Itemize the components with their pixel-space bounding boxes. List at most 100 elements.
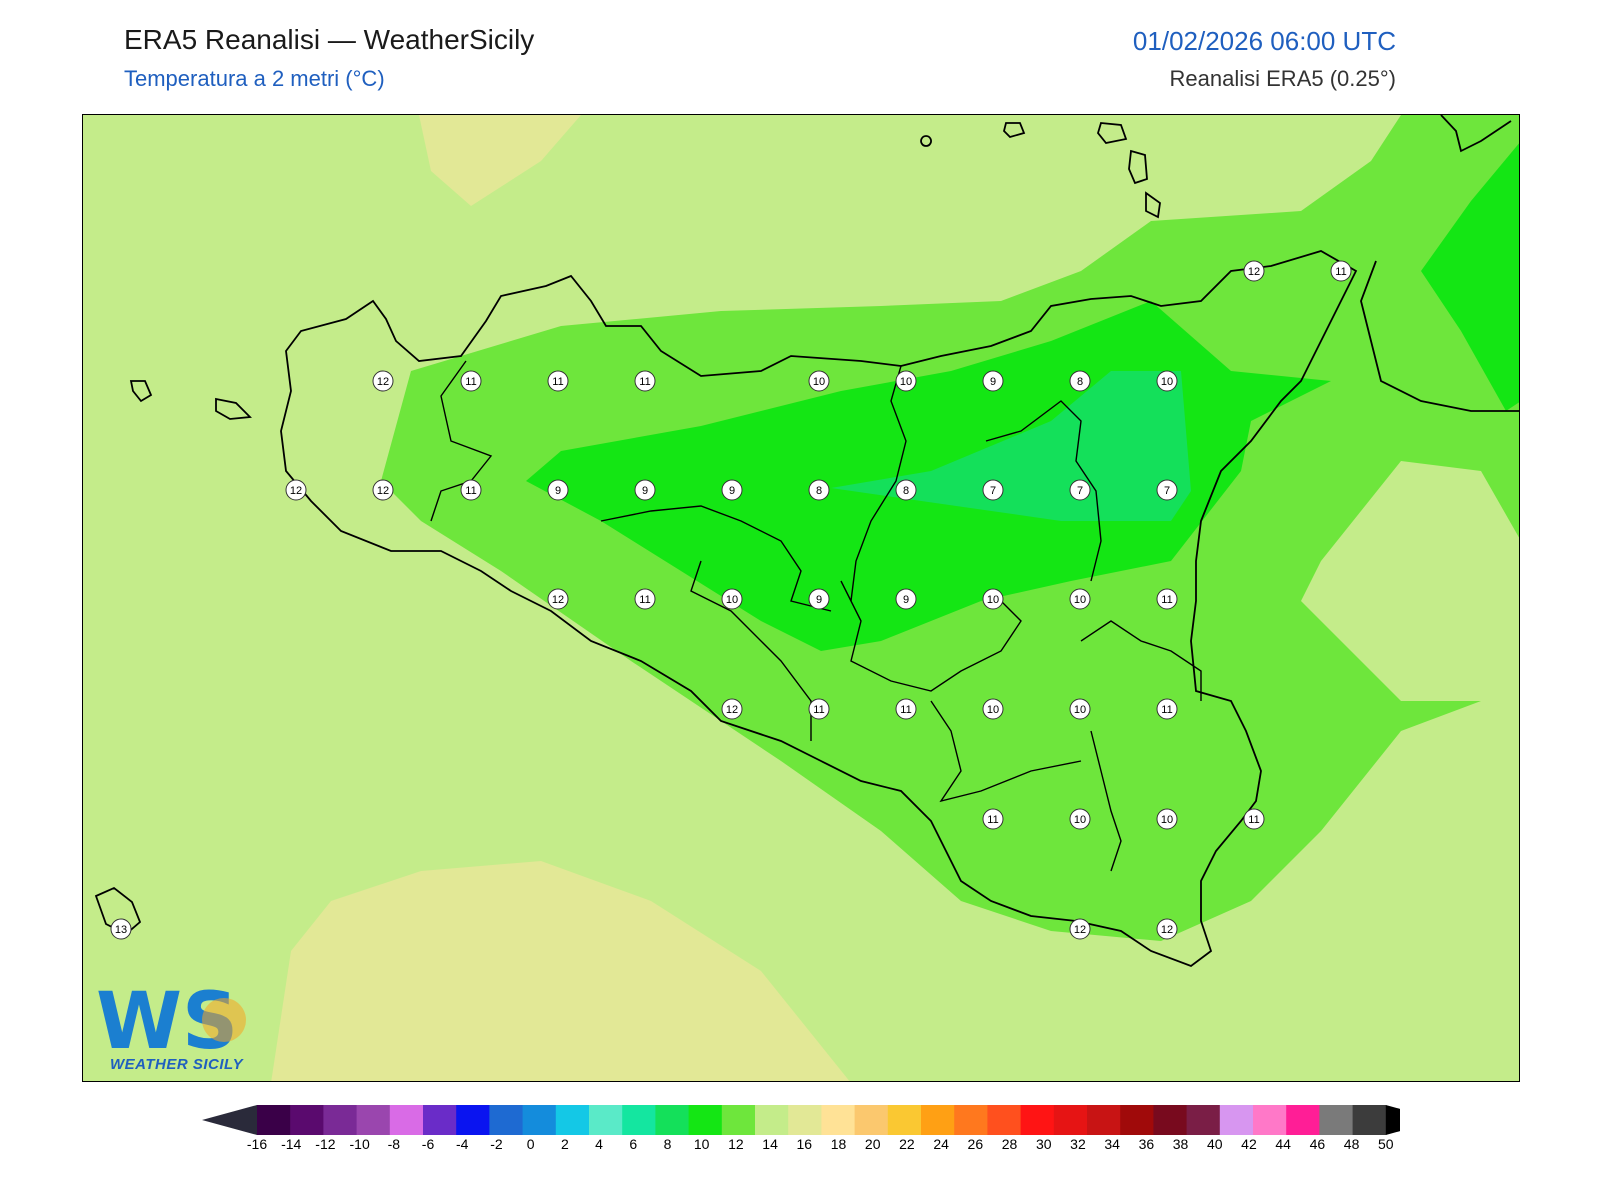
colorbar-swatch — [622, 1105, 656, 1135]
station-value: 11 — [460, 370, 482, 392]
colorbar-swatch — [589, 1105, 623, 1135]
colorbar-tick-label: 30 — [1036, 1136, 1052, 1150]
logo-text: WEATHER SICILY — [110, 1056, 244, 1073]
station-value: 12 — [372, 479, 394, 501]
colorbar-swatch — [821, 1105, 856, 1135]
station-value-label: 10 — [1161, 814, 1173, 826]
station-value-label: 11 — [1248, 814, 1259, 826]
station-value: 11 — [1156, 698, 1178, 720]
colorbar-tick-label: -12 — [315, 1136, 335, 1150]
colorbar-tick-label: -8 — [388, 1136, 401, 1150]
station-value-label: 9 — [729, 485, 735, 497]
island-levanzo — [129, 380, 153, 403]
station-value-label: 11 — [1161, 594, 1172, 606]
border-ragusa-siracusa — [1090, 730, 1122, 872]
logo-sun-icon — [202, 998, 246, 1042]
station-value: 9 — [547, 479, 569, 501]
colorbar-labels: -16 -14 -12 -10 -8 -6 -4 -2 0 2 4 6 8 10 12 14 16 18 20 22 2… — [247, 1136, 1394, 1150]
sicily-coastline — [280, 250, 1358, 968]
colorbar-tick-label: 24 — [933, 1136, 949, 1150]
colorbar-tick-label: 12 — [728, 1136, 744, 1150]
colorbar-swatch — [257, 1105, 291, 1135]
colorbar-swatch — [721, 1105, 756, 1135]
station-value: 7 — [1069, 479, 1091, 501]
station-value: 12 — [1243, 260, 1265, 282]
station-value: 11 — [547, 370, 569, 392]
station-value: 7 — [982, 479, 1004, 501]
station-value-label: 10 — [1074, 704, 1086, 716]
station-value-label: 10 — [900, 376, 912, 388]
map-svg: 12 11 11 11 10 10 9 8 10 12 12 11 9 9 9 8 8 7 7 7 12 11 10 9 9 10… — [94, 115, 1519, 1081]
border-messina-catania — [985, 400, 1102, 582]
station-value-label: 12 — [552, 594, 564, 606]
colorbar-tick-label: 4 — [595, 1136, 603, 1150]
colorbar-tick-label: 40 — [1207, 1136, 1223, 1150]
colorbar-swatch — [887, 1105, 922, 1135]
station-value: 12 — [547, 588, 569, 610]
station-value: 12 — [285, 479, 307, 501]
station-value-label: 9 — [990, 376, 996, 388]
calabria-coastline — [1360, 115, 1519, 412]
station-value-label: 11 — [813, 704, 824, 716]
colorbar-tick-label: 8 — [664, 1136, 672, 1150]
colorbar-swatch — [323, 1105, 358, 1135]
colorbar-tick-label: 0 — [527, 1136, 535, 1150]
station-value-label: 10 — [1161, 376, 1173, 388]
contour-14-south — [271, 861, 850, 1081]
chart-title: ERA5 Reanalisi — WeatherSicily — [124, 24, 535, 55]
temperature-map[interactable]: 12 11 11 11 10 10 9 8 10 12 12 11 9 9 9 8 8 7 7 7 12 11 10 9 9 10… — [82, 114, 1520, 1082]
colorbar-tick-label: 48 — [1344, 1136, 1360, 1150]
chart-subtitle: Temperatura a 2 metri (°C) — [124, 66, 385, 91]
station-value-label: 11 — [1335, 266, 1346, 278]
station-value-label: 10 — [987, 594, 999, 606]
station-value: 10 — [721, 588, 743, 610]
colorbar-swatch — [1087, 1105, 1121, 1135]
station-value: 11 — [1243, 808, 1265, 830]
station-value-label: 11 — [639, 376, 650, 388]
colorbar-tick-label: -14 — [281, 1136, 301, 1150]
station-value-label: 12 — [290, 485, 302, 497]
colorbar-swatch — [954, 1105, 988, 1135]
colorbar-tick-label: 32 — [1070, 1136, 1086, 1150]
island-pantelleria — [94, 886, 142, 936]
colorbar-swatch — [1319, 1105, 1354, 1135]
border-palermo-messina — [850, 365, 907, 602]
island-vulcano — [1145, 191, 1161, 219]
station-value: 11 — [1156, 588, 1178, 610]
station-value: 11 — [895, 698, 917, 720]
border-trapani-palermo — [430, 360, 493, 522]
colorbar-tick-label: -2 — [490, 1136, 503, 1150]
island-lipari — [1128, 149, 1148, 185]
station-value-label: 8 — [1077, 376, 1083, 388]
station-value: 12 — [1156, 918, 1178, 940]
station-value-label: 12 — [1248, 266, 1260, 278]
station-value: 9 — [721, 479, 743, 501]
colorbar-swatch — [1020, 1105, 1055, 1135]
colorbar-swatches — [202, 1105, 1400, 1135]
colorbar-swatch — [489, 1105, 524, 1135]
station-value-label: 11 — [552, 376, 563, 388]
colorbar-swatch — [854, 1105, 889, 1135]
station-value: 8 — [808, 479, 830, 501]
station-value-label: 9 — [816, 594, 822, 606]
colorbar-tick-label: -6 — [422, 1136, 435, 1150]
colorbar-tick-label: 28 — [1002, 1136, 1018, 1150]
colorbar-tick-label: 46 — [1310, 1136, 1326, 1150]
station-value-label: 7 — [990, 485, 996, 497]
colorbar-tick-label: 22 — [899, 1136, 915, 1150]
border-caltanissetta-ragusa — [930, 700, 1082, 803]
station-value-label: 10 — [1074, 814, 1086, 826]
colorbar-swatch — [456, 1105, 490, 1135]
island-favignana — [215, 397, 252, 420]
station-value: 9 — [895, 588, 917, 610]
station-value: 10 — [1069, 698, 1091, 720]
province-borders — [430, 360, 1202, 872]
colorbar-swatch — [1153, 1105, 1188, 1135]
colorbar-tick-label: 10 — [694, 1136, 710, 1150]
colorbar-tick-label: 16 — [797, 1136, 813, 1150]
station-value: 10 — [1069, 808, 1091, 830]
colorbar-swatch — [1186, 1105, 1221, 1135]
colorbar-swatch — [555, 1105, 590, 1135]
colorbar-swatch — [688, 1105, 723, 1135]
colorbar-tick-label: 26 — [968, 1136, 984, 1150]
